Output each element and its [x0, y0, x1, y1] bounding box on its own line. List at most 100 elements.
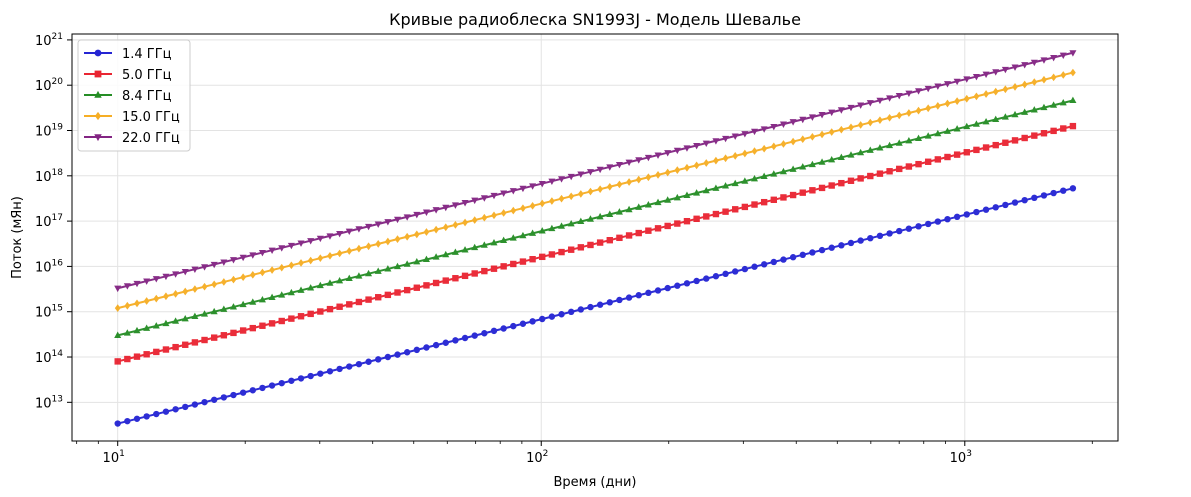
data-point: [297, 240, 305, 247]
data-point: [963, 122, 971, 130]
data-point: [317, 308, 324, 315]
legend-marker: [94, 49, 102, 57]
data-point: [780, 256, 787, 263]
data-point: [577, 244, 585, 251]
data-point: [876, 170, 884, 177]
data-point: [857, 237, 864, 244]
data-point: [761, 144, 768, 153]
data-point: [297, 286, 305, 293]
series-4: [114, 68, 1076, 312]
data-point: [124, 417, 131, 425]
data-point: [731, 179, 739, 187]
data-point: [162, 346, 170, 353]
data-point: [896, 111, 903, 120]
data-point: [220, 278, 227, 286]
data-point: [220, 305, 228, 312]
legend-label: 1.4 ГГц: [122, 47, 172, 62]
data-point: [384, 237, 391, 246]
data-point: [1021, 62, 1029, 69]
data-point: [577, 217, 585, 225]
data-point: [172, 317, 180, 324]
data-point: [239, 254, 247, 262]
data-point: [201, 310, 209, 317]
series-line: [117, 99, 1074, 337]
data-point: [693, 215, 700, 223]
data-point: [770, 142, 777, 151]
data-point: [703, 213, 710, 220]
data-point: [442, 204, 450, 212]
data-point: [143, 324, 151, 331]
data-point: [152, 322, 160, 329]
data-point: [471, 332, 478, 339]
data-point: [249, 387, 256, 394]
data-point: [616, 234, 623, 242]
data-point: [683, 191, 691, 198]
data-point: [905, 225, 913, 232]
data-point: [461, 272, 469, 280]
data-point: [953, 213, 961, 221]
data-point: [567, 246, 575, 253]
data-point: [558, 176, 566, 183]
data-point: [210, 261, 218, 269]
data-point: [355, 272, 363, 279]
data-point: [413, 211, 421, 219]
data-point: [799, 251, 806, 259]
data-point: [269, 266, 275, 274]
data-point: [954, 97, 961, 105]
data-point: [1059, 52, 1067, 59]
data-point: [134, 299, 140, 308]
data-point: [509, 234, 517, 241]
data-point: [229, 303, 238, 310]
data-point: [596, 166, 604, 174]
data-point: [249, 324, 256, 332]
data-point: [857, 175, 864, 182]
data-point: [1030, 59, 1038, 67]
data-point: [201, 398, 208, 406]
data-point: [992, 141, 999, 149]
data-point: [210, 334, 218, 341]
data-point: [809, 132, 816, 141]
data-point: [326, 305, 334, 313]
series-line: [117, 187, 1074, 425]
data-point: [404, 232, 411, 241]
data-point: [491, 211, 497, 220]
data-point: [365, 358, 372, 365]
data-point: [1002, 85, 1009, 94]
data-point: [1011, 110, 1019, 118]
data-point: [1040, 192, 1048, 199]
data-point: [953, 151, 961, 158]
data-point: [896, 227, 903, 235]
data-point: [471, 243, 479, 251]
data-point: [239, 300, 247, 308]
data-point: [828, 244, 835, 251]
data-point: [201, 336, 208, 344]
data-point: [422, 209, 430, 216]
legend: 1.4 ГГц 5.0 ГГц 8.4 ГГц 15.0 ГГц 22.0 ГГц: [77, 39, 191, 152]
legend-label: 22.0 ГГц: [122, 131, 180, 146]
data-point: [1050, 54, 1058, 62]
data-point: [452, 221, 459, 229]
data-point: [596, 301, 604, 308]
data-point: [615, 208, 623, 215]
data-point: [924, 158, 932, 165]
data-point: [1050, 101, 1058, 108]
data-point: [1002, 201, 1009, 209]
data-point: [790, 137, 796, 146]
y-tick-label: 1017: [35, 213, 63, 230]
data-point: [558, 194, 565, 203]
data-point: [172, 343, 179, 351]
data-point: [1021, 108, 1029, 115]
data-point: [924, 220, 932, 228]
data-point: [713, 156, 719, 165]
data-point: [1021, 196, 1028, 204]
data-point: [191, 266, 199, 274]
data-point: [278, 379, 285, 387]
data-point: [693, 277, 700, 285]
data-point: [866, 146, 874, 153]
data-point: [693, 142, 701, 150]
data-point: [712, 138, 720, 145]
data-point: [191, 401, 199, 408]
data-point: [490, 327, 498, 335]
data-point: [847, 104, 855, 112]
